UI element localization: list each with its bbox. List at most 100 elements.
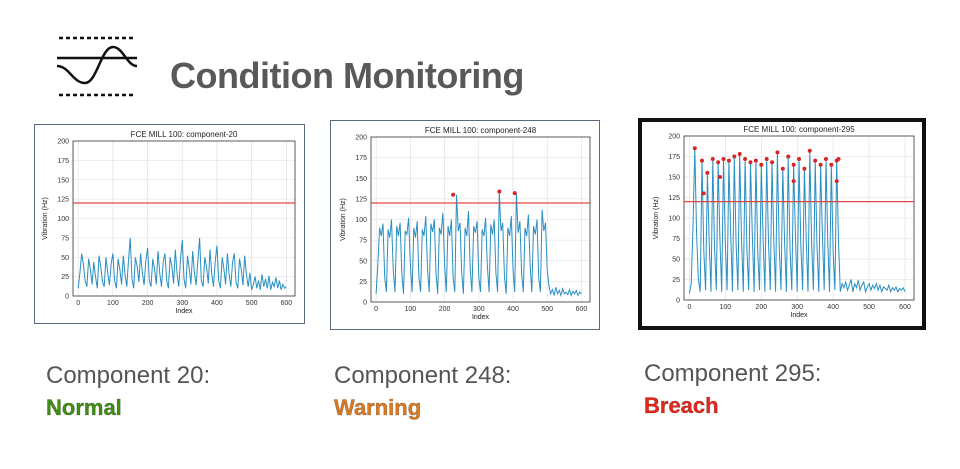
plot-frame	[370, 136, 591, 303]
breach-marker	[829, 162, 834, 167]
breach-marker	[786, 154, 791, 159]
page-title: Condition Monitoring	[170, 55, 524, 96]
x-tick-label: 400	[211, 300, 223, 307]
caption-component-295: Component 295:	[644, 360, 822, 387]
breach-marker	[753, 158, 758, 163]
y-tick-label: 100	[355, 217, 367, 224]
y-tick-label: 200	[57, 139, 69, 146]
y-tick-label: 75	[359, 238, 367, 245]
y-tick-label: 0	[363, 300, 367, 307]
breach-marker	[770, 160, 775, 165]
breach-marker	[705, 170, 710, 175]
x-tick-label: 100	[405, 306, 417, 313]
y-axis-label: Vibration (Hz)	[42, 197, 49, 240]
y-tick-label: 100	[57, 216, 69, 223]
plot-frame	[72, 140, 296, 297]
x-tick-label: 200	[142, 300, 154, 307]
vibration-chart-component-248: 0 25 50 75 100 125 150 175 200 0 100 200 300 400 500 60…	[340, 126, 591, 321]
x-tick-label: 400	[827, 304, 839, 311]
y-tick-label: 175	[355, 155, 367, 162]
breach-marker	[512, 191, 517, 196]
breach-marker	[759, 162, 764, 167]
breach-marker	[791, 179, 796, 184]
y-tick-label: 125	[668, 195, 680, 202]
chart-title: FCE MILL 100: component-248	[425, 126, 537, 135]
breach-marker	[748, 160, 753, 165]
breach-marker	[699, 158, 704, 163]
caption-component-248: Component 248:	[334, 362, 512, 389]
y-tick-label: 150	[355, 176, 367, 183]
breach-marker	[743, 156, 748, 161]
y-tick-label: 75	[61, 235, 69, 242]
y-axis-label: Vibration (Hz)	[340, 198, 347, 241]
chart-panel-component-20: 0 25 50 75 100 125 150 175 200 0 100 200 300 400 500 60…	[34, 124, 305, 324]
x-tick-label: 300	[176, 300, 188, 307]
x-tick-label: 0	[687, 304, 691, 311]
y-tick-label: 25	[359, 279, 367, 286]
chart-panel-component-295: 0 25 50 75 100 125 150 175 200 0 100 200 300 400 500 60…	[638, 118, 926, 330]
y-tick-label: 25	[61, 274, 69, 281]
y-tick-label: 0	[676, 298, 680, 305]
series-line	[688, 148, 906, 294]
series-line	[77, 237, 287, 290]
chart-panel-component-248: 0 25 50 75 100 125 150 175 200 0 100 200 300 400 500 60…	[330, 120, 600, 330]
breach-marker	[818, 162, 823, 167]
vibration-chart-component-295: 0 25 50 75 100 125 150 175 200 0 100 200 300 400 500 60…	[653, 125, 915, 319]
y-tick-label: 50	[672, 257, 680, 264]
x-tick-label: 400	[507, 306, 519, 313]
y-tick-label: 125	[57, 197, 69, 204]
x-axis-label: Index	[175, 308, 193, 315]
x-tick-label: 0	[76, 300, 80, 307]
x-tick-label: 500	[541, 306, 553, 313]
breach-marker	[451, 192, 456, 197]
breach-marker	[797, 156, 801, 161]
breach-marker	[836, 156, 841, 161]
chart-title: FCE MILL 100: component-20	[131, 130, 238, 139]
breach-marker	[780, 166, 785, 171]
x-tick-label: 200	[755, 304, 767, 311]
y-tick-label: 0	[65, 294, 69, 301]
x-tick-label: 500	[863, 304, 875, 311]
x-axis-label: Index	[472, 314, 490, 321]
y-tick-label: 25	[672, 277, 680, 284]
x-tick-label: 300	[791, 304, 803, 311]
status-warning: Warning	[334, 395, 422, 421]
breach-marker	[701, 191, 706, 196]
breach-marker	[791, 162, 796, 167]
y-tick-label: 50	[359, 258, 367, 265]
chart-title: FCE MILL 100: component-295	[743, 125, 855, 134]
status-breach: Breach	[644, 393, 719, 419]
x-tick-label: 100	[107, 300, 119, 307]
breach-marker	[726, 158, 731, 163]
y-tick-label: 150	[668, 175, 680, 182]
y-tick-label: 150	[57, 177, 69, 184]
x-axis-label: Index	[790, 312, 808, 319]
breach-marker	[721, 156, 726, 161]
y-tick-label: 200	[668, 134, 680, 141]
breach-marker	[807, 148, 812, 153]
breach-marker	[813, 158, 818, 163]
y-tick-label: 50	[61, 255, 69, 262]
y-tick-label: 175	[668, 154, 680, 161]
x-tick-label: 600	[576, 306, 588, 313]
x-tick-label: 100	[719, 304, 731, 311]
y-tick-label: 125	[355, 196, 367, 203]
status-normal: Normal	[46, 395, 122, 421]
y-axis-label: Vibration (Hz)	[653, 197, 660, 240]
breach-marker	[823, 156, 828, 161]
x-tick-label: 300	[473, 306, 485, 313]
y-tick-label: 100	[668, 216, 680, 223]
x-tick-label: 200	[439, 306, 451, 313]
breach-marker	[716, 160, 721, 165]
breach-marker	[775, 150, 780, 155]
breach-marker	[834, 179, 839, 184]
x-tick-label: 0	[374, 306, 378, 313]
breach-marker	[497, 189, 502, 194]
breach-marker	[717, 175, 722, 179]
waveform-threshold-icon	[56, 36, 138, 97]
vibration-chart-component-20: 0 25 50 75 100 125 150 175 200 0 100 200 300 400 500 60…	[42, 130, 296, 315]
breach-marker	[802, 166, 807, 171]
series-line	[375, 191, 582, 298]
y-tick-label: 175	[57, 158, 69, 165]
y-tick-label: 75	[672, 236, 680, 243]
